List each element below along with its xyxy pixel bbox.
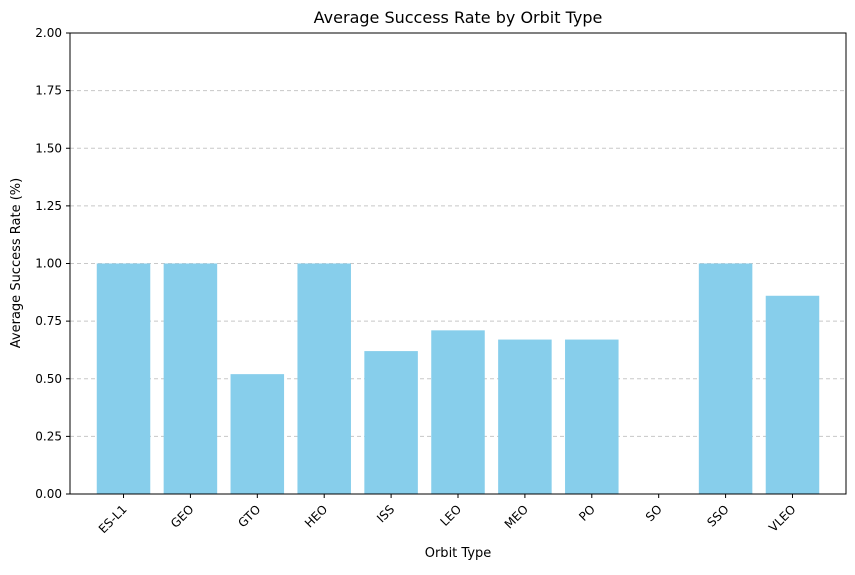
x-tick-label: PO [576,502,598,524]
bar-gto [230,374,285,494]
x-tick-label: SSO [704,502,731,529]
y-tick-label: 1.50 [35,141,62,155]
y-tick-label: 1.00 [35,257,62,271]
bars [96,263,820,494]
x-tick-label: MEO [502,502,531,531]
bar-es-l1 [96,263,151,494]
chart-title: Average Success Rate by Orbit Type [314,8,603,27]
x-axis-label: Orbit Type [425,546,492,561]
y-tick-label: 0.00 [35,487,62,501]
x-axis-ticks: ES-L1 GEO GTO HEO ISS LEO MEO PO SO SSO VLEO [96,494,799,536]
bar-geo [163,263,218,494]
x-tick-label: SO [643,502,665,524]
y-tick-label: 0.50 [35,372,62,386]
bar-iss [364,351,418,494]
bar-po [565,339,619,494]
bar-vleo [765,295,820,494]
x-tick-label: ES-L1 [96,502,130,536]
x-tick-label: HEO [302,502,330,530]
bar-leo [431,330,485,494]
x-tick-label: ISS [374,502,397,525]
x-tick-label: VLEO [766,502,798,534]
bar-heo [297,263,351,494]
y-tick-label: 0.75 [35,314,62,328]
y-axis-ticks: 0.00 0.25 0.50 0.75 1.00 1.25 1.50 1.75 2.00 [35,26,70,501]
y-tick-label: 1.25 [35,199,62,213]
y-tick-label: 1.75 [35,84,62,98]
bar-sso [698,263,753,494]
x-tick-label: GEO [168,502,197,531]
x-tick-label: GTO [235,502,263,530]
y-tick-label: 2.00 [35,26,62,40]
y-tick-label: 0.25 [35,429,62,443]
y-axis-label: Average Success Rate (%) [9,178,24,348]
bar-meo [498,339,552,494]
x-tick-label: LEO [437,502,464,529]
